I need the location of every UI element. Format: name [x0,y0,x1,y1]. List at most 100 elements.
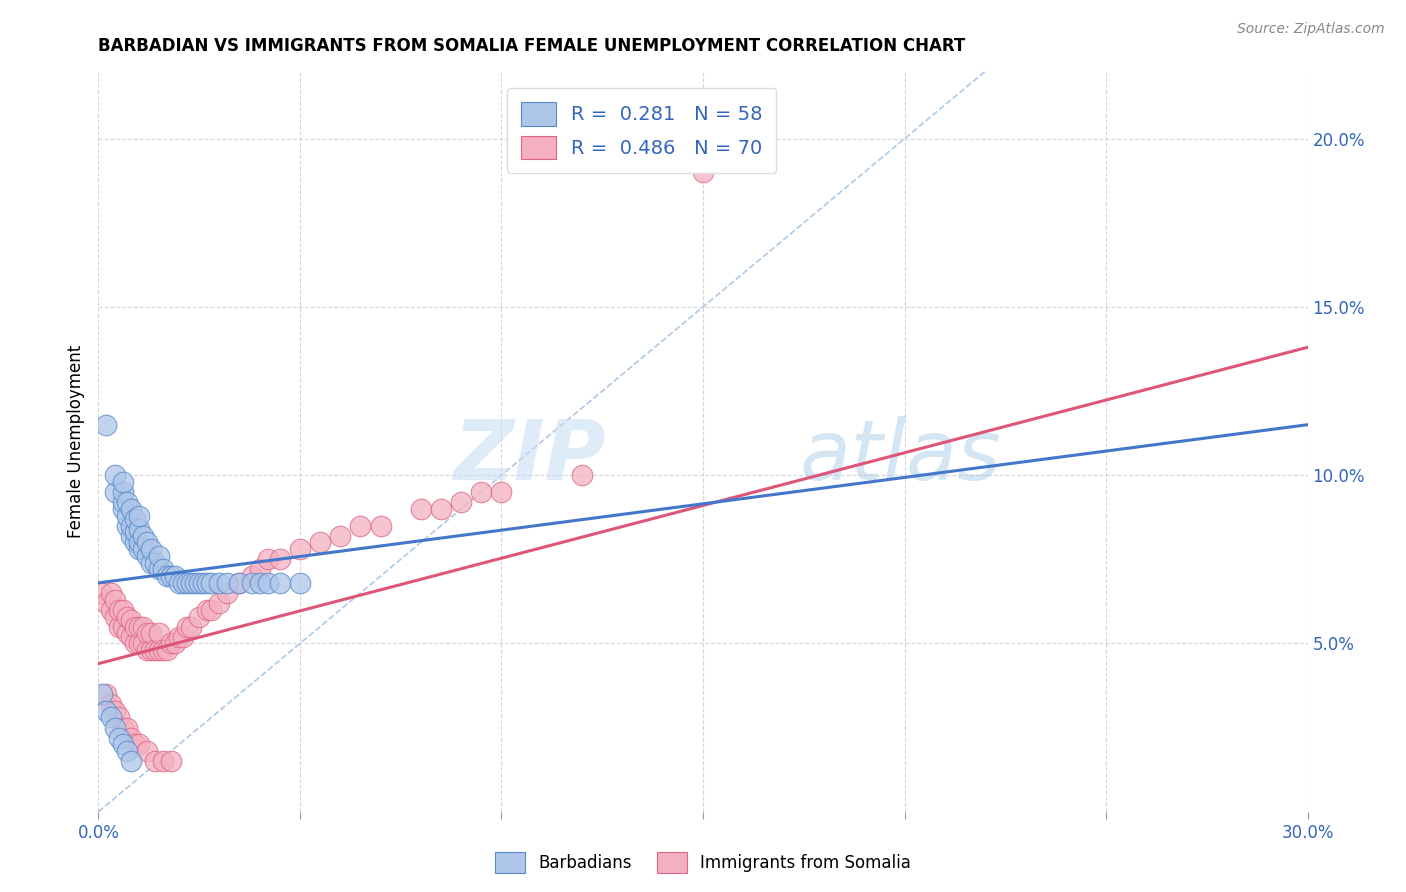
Point [148,562,170,576]
Point [115,721,138,735]
Point [188,575,211,590]
Point [160,569,183,583]
Point [103,485,125,500]
Point [135,549,157,563]
Point [172,575,194,590]
Point [115,744,138,758]
Point [124,525,146,540]
Point [430,501,453,516]
Point [148,643,170,657]
Point [217,586,239,600]
Point [195,603,218,617]
Point [491,485,513,500]
Point [103,592,125,607]
Point [128,738,150,752]
Point [124,619,146,633]
Point [128,535,150,549]
Point [132,619,155,633]
Point [152,643,174,657]
Point [188,609,211,624]
Point [156,569,179,583]
Point [176,619,198,633]
Point [124,512,146,526]
Point [124,636,146,650]
Point [200,575,222,590]
Point [128,508,150,523]
Point [256,575,278,590]
Point [115,508,138,523]
Point [240,569,263,583]
Point [107,619,129,633]
Point [100,697,122,711]
Point [103,468,125,483]
Point [208,575,231,590]
Point [128,636,150,650]
Point [180,575,202,590]
Point [103,721,125,735]
Point [111,501,134,516]
Point [128,619,150,633]
Point [256,552,278,566]
Point [120,754,142,768]
Point [184,575,207,590]
Point [139,542,162,557]
Point [143,556,166,570]
Point [120,518,142,533]
Point [91,586,114,600]
Point [128,542,150,557]
Point [167,630,190,644]
Point [139,556,162,570]
Text: BARBADIAN VS IMMIGRANTS FROM SOMALIA FEMALE UNEMPLOYMENT CORRELATION CHART: BARBADIAN VS IMMIGRANTS FROM SOMALIA FEM… [98,37,966,54]
Point [135,626,157,640]
Point [288,542,311,557]
Point [450,495,472,509]
Point [139,643,162,657]
Point [96,704,118,718]
Point [329,529,352,543]
Point [115,626,138,640]
Point [100,710,122,724]
Point [115,609,138,624]
Point [107,731,129,745]
Point [148,549,170,563]
Point [132,542,155,557]
Point [128,522,150,536]
Point [135,643,157,657]
Point [228,575,250,590]
Point [96,596,118,610]
Point [269,552,291,566]
Point [120,613,142,627]
Point [160,636,183,650]
Point [91,687,114,701]
Point [143,643,166,657]
Point [100,586,122,600]
Point [111,603,134,617]
Point [370,518,392,533]
Point [249,575,271,590]
Point [120,529,142,543]
Point [111,475,134,489]
Point [135,535,157,549]
Point [409,501,432,516]
Point [111,485,134,500]
Point [115,518,138,533]
Point [200,603,222,617]
Point [139,626,162,640]
Point [111,738,134,752]
Point [228,575,250,590]
Point [160,754,183,768]
Point [111,721,134,735]
Point [249,562,271,576]
Point [100,603,122,617]
Point [176,575,198,590]
Point [309,535,332,549]
Point [120,501,142,516]
Point [111,495,134,509]
Point [240,575,263,590]
Point [103,609,125,624]
Point [132,529,155,543]
Point [152,562,174,576]
Point [107,603,129,617]
Point [111,619,134,633]
Point [571,468,593,483]
